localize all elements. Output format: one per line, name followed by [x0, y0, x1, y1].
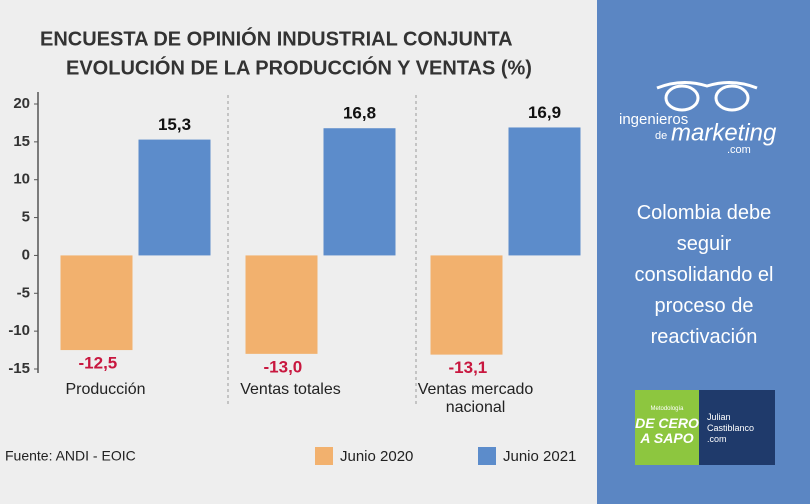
- y-tick-label: 0: [22, 246, 30, 263]
- bar: [430, 255, 503, 355]
- logo-text: .com: [727, 144, 751, 156]
- value-label: 16,8: [343, 104, 376, 123]
- value-label: 16,9: [528, 103, 561, 122]
- x-tick-label: Producción: [65, 381, 146, 398]
- y-tick-label: -15: [8, 360, 30, 377]
- badge-text: .com: [707, 434, 727, 444]
- logo-text: de: [655, 130, 667, 142]
- badge-text: DE CERO A SAPO: [635, 415, 699, 446]
- bar: [245, 255, 318, 354]
- value-label: 15,3: [158, 115, 191, 134]
- bar: [60, 255, 133, 351]
- chart-title: ENCUESTA DE OPINIÓN INDUSTRIAL CONJUNTA: [40, 26, 513, 50]
- headline: Colombia debe seguir consolidando el pro…: [634, 202, 774, 348]
- logo-text: marketing: [671, 119, 777, 146]
- legend-swatch: [478, 447, 496, 465]
- y-tick-label: 10: [13, 171, 30, 188]
- value-label: -13,0: [264, 357, 303, 376]
- legend-swatch: [315, 447, 333, 465]
- badge-text: Julian: [707, 412, 731, 422]
- y-tick-label: 5: [22, 209, 30, 226]
- x-tick-label: Ventas mercado nacional: [417, 381, 534, 416]
- source: Fuente: ANDI - EOIC: [5, 448, 136, 464]
- badge-text: Castiblanco: [707, 423, 755, 433]
- badge-right: Julian Castiblanco .com: [699, 390, 775, 465]
- legend-label: Junio 2020: [340, 448, 413, 465]
- bar: [323, 128, 396, 256]
- value-label: -13,1: [449, 358, 488, 377]
- y-tick-label: 20: [13, 95, 30, 112]
- bar: [138, 139, 211, 256]
- logo: ingenieros de marketing .com: [619, 81, 777, 156]
- y-tick-label: -10: [8, 322, 30, 339]
- chart: ENCUESTA DE OPINIÓN INDUSTRIAL CONJUNTA …: [5, 26, 581, 465]
- side-panel: ingenieros de marketing .com Colombia de…: [597, 0, 810, 504]
- badge-left: Metodología DE CERO A SAPO: [635, 390, 699, 465]
- y-tick-label: -5: [17, 284, 30, 301]
- bar: [508, 127, 581, 256]
- badge-text: Metodología: [650, 406, 684, 412]
- logo-text: ingenieros: [619, 111, 688, 128]
- y-tick-label: 15: [13, 133, 30, 150]
- legend-label: Junio 2021: [503, 448, 576, 465]
- chart-subtitle: EVOLUCIÓN DE LA PRODUCCIÓN Y VENTAS (%): [66, 55, 532, 79]
- x-tick-label: Ventas totales: [240, 381, 341, 398]
- value-label: -12,5: [79, 354, 118, 373]
